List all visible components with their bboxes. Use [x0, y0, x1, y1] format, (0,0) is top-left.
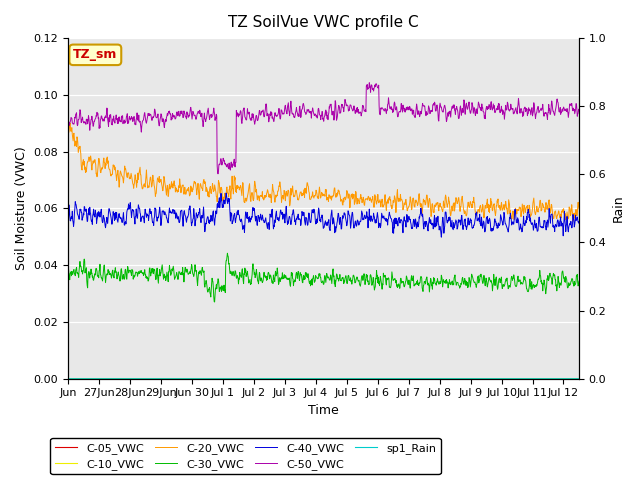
Line: C-40_VWC: C-40_VWC	[68, 193, 579, 237]
Y-axis label: Soil Moisture (VWC): Soil Moisture (VWC)	[15, 146, 28, 270]
X-axis label: Time: Time	[308, 404, 339, 417]
Line: C-30_VWC: C-30_VWC	[68, 253, 579, 302]
Title: TZ SoilVue VWC profile C: TZ SoilVue VWC profile C	[228, 15, 419, 30]
Y-axis label: Rain: Rain	[612, 194, 625, 222]
Line: C-50_VWC: C-50_VWC	[68, 83, 579, 174]
Text: TZ_sm: TZ_sm	[73, 48, 118, 61]
Line: C-20_VWC: C-20_VWC	[68, 123, 579, 221]
Legend: C-05_VWC, C-10_VWC, C-20_VWC, C-30_VWC, C-40_VWC, C-50_VWC, sp1_Rain: C-05_VWC, C-10_VWC, C-20_VWC, C-30_VWC, …	[51, 438, 440, 474]
